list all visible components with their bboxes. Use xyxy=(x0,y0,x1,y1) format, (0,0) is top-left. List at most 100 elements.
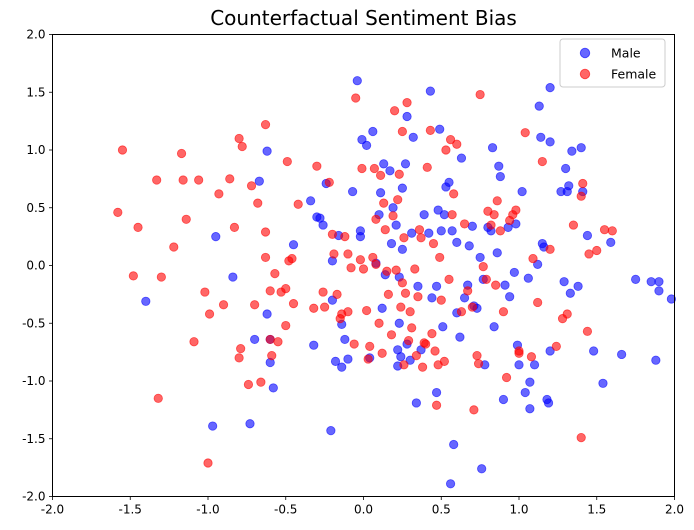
data-point-female xyxy=(498,307,509,317)
data-point-male xyxy=(433,205,443,215)
data-point-female xyxy=(520,128,530,138)
data-point-female xyxy=(447,210,457,220)
data-point-female xyxy=(329,249,339,259)
data-point-female xyxy=(427,329,437,339)
data-point-female xyxy=(189,337,199,347)
data-point-male xyxy=(377,303,387,313)
data-point-female xyxy=(243,379,254,390)
data-point-male xyxy=(456,153,467,163)
data-point-female xyxy=(260,227,271,237)
chart-title: Counterfactual Sentiment Bias xyxy=(210,6,517,30)
data-point-male xyxy=(447,226,457,236)
x-tick-label: 2.0 xyxy=(665,503,684,517)
data-point-male xyxy=(536,132,546,142)
data-point-female xyxy=(445,135,456,145)
data-point-female xyxy=(194,175,204,185)
data-point-female xyxy=(246,181,257,191)
data-point-female xyxy=(270,268,280,279)
data-point-male xyxy=(514,360,524,370)
data-point-female xyxy=(467,302,477,312)
data-point-male xyxy=(435,124,445,134)
data-point-male xyxy=(467,221,477,231)
data-point-female xyxy=(456,307,467,317)
data-point-female xyxy=(397,278,407,288)
data-point-male xyxy=(318,220,328,230)
data-point-female xyxy=(463,286,473,296)
data-point-female xyxy=(204,309,215,319)
data-point-female xyxy=(128,271,138,281)
legend-label-female: Female xyxy=(611,67,657,82)
data-point-male xyxy=(523,273,533,283)
data-point-male xyxy=(477,464,487,474)
legend-marker-male xyxy=(579,47,591,59)
data-point-male xyxy=(375,188,386,198)
data-point-female xyxy=(327,229,337,239)
data-point-male xyxy=(141,296,151,306)
data-point-female xyxy=(273,337,283,347)
data-point-female xyxy=(551,341,561,351)
data-point-female xyxy=(526,352,537,362)
plot-area xyxy=(113,76,676,489)
data-point-male xyxy=(262,146,272,156)
data-point-male xyxy=(431,281,442,291)
data-point-female xyxy=(169,242,179,252)
data-point-female xyxy=(489,210,499,220)
data-point-male xyxy=(340,334,350,345)
data-point-female xyxy=(318,287,328,297)
data-point-female xyxy=(492,196,502,206)
data-point-female xyxy=(229,222,240,232)
data-point-male xyxy=(397,183,407,193)
data-point-male xyxy=(617,349,627,360)
data-point-female xyxy=(382,266,392,276)
data-point-female xyxy=(234,133,244,144)
data-point-male xyxy=(545,83,555,93)
axes-frame xyxy=(52,34,675,497)
data-point-female xyxy=(365,341,375,351)
data-point-female xyxy=(584,249,594,259)
data-point-female xyxy=(200,287,210,297)
data-point-male xyxy=(438,322,448,332)
data-point-female xyxy=(425,125,435,135)
data-point-female xyxy=(225,174,235,184)
data-point-male xyxy=(208,421,218,431)
data-point-male xyxy=(245,419,255,429)
data-point-female xyxy=(351,93,361,103)
data-point-female xyxy=(281,283,291,294)
data-point-male xyxy=(397,244,407,254)
data-point-male xyxy=(394,318,404,328)
data-point-male xyxy=(385,166,395,176)
data-point-male xyxy=(500,280,510,290)
legend: Male Female xyxy=(559,38,666,88)
data-point-male xyxy=(561,163,571,174)
data-point-male xyxy=(567,146,577,156)
data-point-female xyxy=(379,198,389,208)
y-tick-label: 0.0 xyxy=(26,259,45,273)
data-point-female xyxy=(260,119,271,130)
data-point-female xyxy=(340,232,350,242)
data-point-male xyxy=(326,426,336,436)
data-point-female xyxy=(430,346,440,356)
y-tick-label: 2.0 xyxy=(26,28,45,42)
y-axis: -2.0 -1.5 -1.0 -0.5 0.0 0.5 1.0 1.5 2.0 xyxy=(22,28,53,504)
data-point-female xyxy=(403,335,414,346)
data-point-female xyxy=(176,148,187,159)
data-point-female xyxy=(389,106,400,116)
y-tick-label: -2.0 xyxy=(22,490,45,504)
data-point-male xyxy=(386,238,397,249)
data-point-female xyxy=(562,309,572,319)
data-point-female xyxy=(422,162,432,172)
data-point-female xyxy=(152,175,162,185)
data-point-female xyxy=(117,145,128,155)
data-point-male xyxy=(411,398,421,408)
data-point-female xyxy=(410,264,420,274)
data-point-female xyxy=(511,205,521,215)
data-point-male xyxy=(475,252,485,263)
data-point-male xyxy=(348,186,358,197)
legend-marker-female xyxy=(579,68,591,80)
data-point-male xyxy=(534,101,544,111)
data-point-female xyxy=(236,344,246,354)
data-point-female xyxy=(380,225,390,235)
data-point-male xyxy=(589,346,599,356)
data-point-male xyxy=(407,228,417,238)
